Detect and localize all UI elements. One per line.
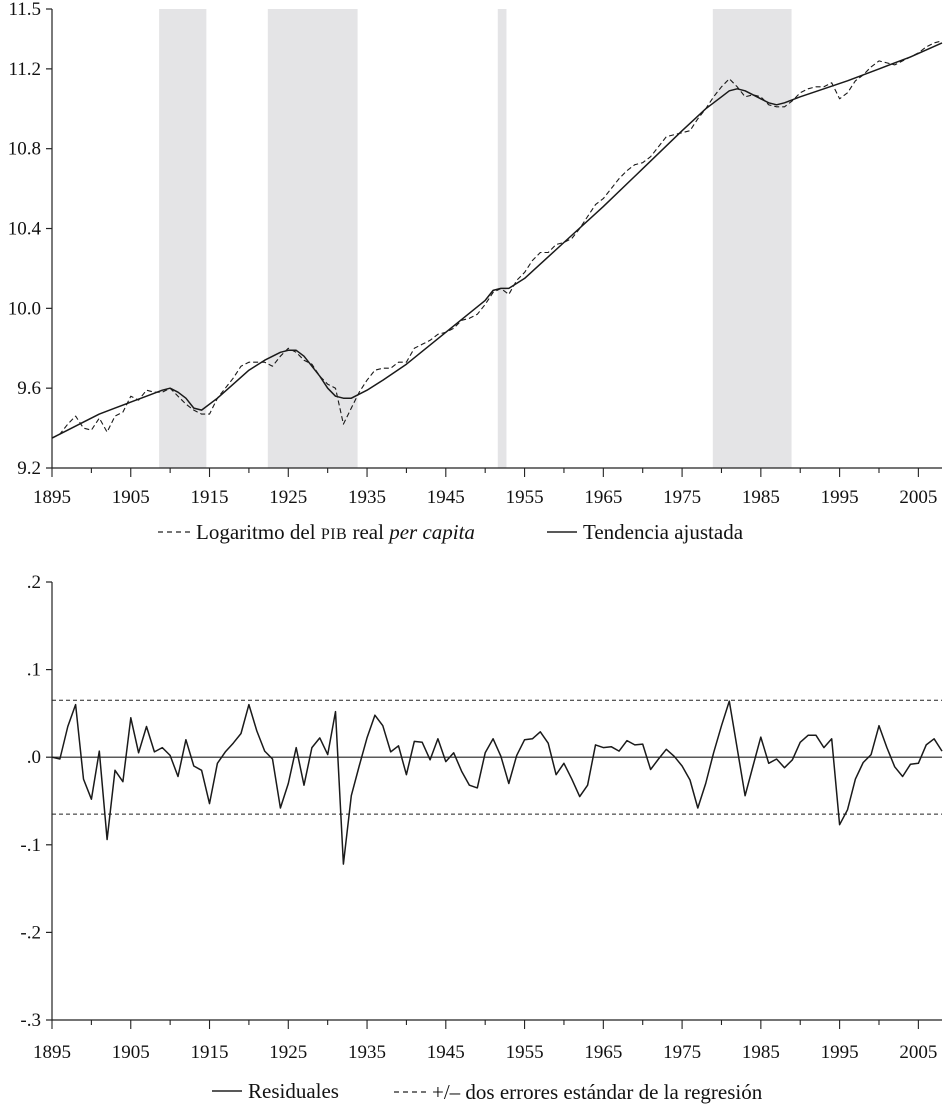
x-tick-label: 1905 — [112, 1042, 150, 1063]
x-tick-label: 1985 — [742, 1042, 780, 1063]
gdp-chart-panel: 9.2 9.6 10.0 10.4 10.8 11.2 11.5 1895 1905 1915 19… — [8, 0, 943, 544]
y-tick-label: .1 — [27, 660, 41, 681]
legend-text-part: Logaritmo del — [196, 520, 321, 544]
x-tick-label: 1925 — [269, 487, 307, 508]
x-tick-label: 1965 — [584, 487, 622, 508]
x-tick-label: 1935 — [348, 1042, 386, 1063]
y-tick-label: 9.6 — [17, 378, 41, 399]
x-tick-label: 1925 — [269, 1042, 307, 1063]
bottom-tick-labels: -.3 -.2 -.1 .0 .1 .2 1895 1905 1915 1925 1935 1945 1… — [20, 572, 937, 1063]
x-tick-label: 1985 — [742, 487, 780, 508]
x-tick-label: 1995 — [821, 1042, 859, 1063]
x-tick-label: 1975 — [663, 487, 701, 508]
top-axes — [46, 8, 942, 477]
x-tick-label: 1955 — [506, 487, 544, 508]
y-tick-label: -.1 — [20, 835, 41, 856]
x-tick-label: 1905 — [112, 487, 150, 508]
bottom-series — [51, 700, 943, 865]
y-tick-label: -.2 — [20, 922, 41, 943]
bottom-legend: Residuales +/– dos errores estándar de l… — [212, 1079, 763, 1104]
residuals-chart-panel: -.3 -.2 -.1 .0 .1 .2 1895 1905 1915 1925 1935 1945 1… — [20, 572, 943, 1104]
x-tick-label: 1965 — [584, 1042, 622, 1063]
legend-text-part-smallcaps: PIB — [321, 526, 347, 543]
top-series — [51, 40, 943, 439]
legend-label-std-errors: +/– dos errores estándar de la regresión — [432, 1080, 763, 1104]
top-legend: Logaritmo del PIB real per capita Tenden… — [158, 520, 744, 544]
x-tick-label: 2005 — [899, 487, 937, 508]
y-tick-label: 11.5 — [8, 0, 41, 20]
x-tick-label: 1945 — [427, 1042, 465, 1063]
shaded-period — [497, 9, 507, 468]
y-tick-label: 10.4 — [8, 219, 42, 240]
y-tick-label: 10.8 — [8, 139, 41, 160]
x-tick-label: 2005 — [899, 1042, 937, 1063]
y-tick-label: 9.2 — [17, 458, 41, 479]
x-tick-label: 1955 — [506, 1042, 544, 1063]
x-tick-label: 1975 — [663, 1042, 701, 1063]
legend-text-part-italic: per capita — [387, 520, 475, 544]
x-tick-label: 1995 — [821, 487, 859, 508]
x-tick-label: 1895 — [33, 487, 71, 508]
shaded-period — [159, 9, 207, 468]
shaded-periods — [159, 9, 792, 468]
y-tick-label: -.3 — [20, 1010, 41, 1031]
x-tick-label: 1915 — [191, 487, 229, 508]
y-tick-label: .2 — [27, 572, 41, 593]
legend-label-trend: Tendencia ajustada — [583, 520, 744, 544]
y-tick-label: .0 — [27, 747, 41, 768]
top-tick-labels: 9.2 9.6 10.0 10.4 10.8 11.2 11.5 1895 1905 1915 19… — [8, 0, 938, 508]
y-tick-label: 10.0 — [8, 298, 41, 319]
shaded-period — [267, 9, 358, 468]
legend-text-part: real — [347, 520, 389, 544]
legend-label-residuals: Residuales — [248, 1079, 339, 1103]
log-gdp-line — [51, 40, 943, 439]
legend-label-log-gdp: Logaritmo del PIB real per capita — [196, 520, 475, 544]
x-tick-label: 1945 — [427, 487, 465, 508]
x-tick-label: 1935 — [348, 487, 386, 508]
trend-line — [51, 42, 943, 439]
reference-lines — [52, 699, 942, 815]
x-tick-label: 1915 — [191, 1042, 229, 1063]
x-tick-label: 1895 — [33, 1042, 71, 1063]
y-tick-label: 11.2 — [8, 59, 41, 80]
shaded-period — [712, 9, 792, 468]
residuals-line — [51, 700, 943, 865]
bottom-axes — [46, 581, 942, 1029]
